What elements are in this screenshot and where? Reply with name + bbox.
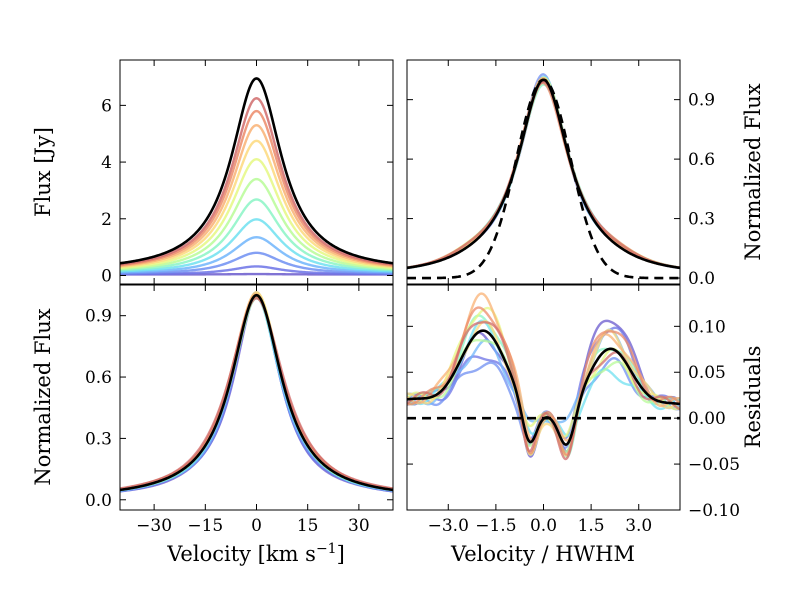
xlabel-bottom-left: Velocity [km s−1] xyxy=(166,541,345,566)
velocity-series-line-2 xyxy=(120,291,393,493)
plot-frame xyxy=(119,59,394,285)
flux-series-line-9 xyxy=(120,124,393,268)
bottom-left-xtick-label: −15 xyxy=(187,516,223,536)
panel-top-right: 0.0 0.3 0.6 0.9 xyxy=(406,59,715,289)
xlabel-bottom-left-sup: −1 xyxy=(316,541,337,557)
ylabel-top-right: Normalized Flux xyxy=(741,83,765,260)
normalized-series-line-7 xyxy=(407,76,680,270)
normalized-series-line-4 xyxy=(407,75,680,270)
flux-series-line-7 xyxy=(120,158,393,270)
residual-series-line-9 xyxy=(407,292,680,442)
normalized-series-line-0 xyxy=(407,78,680,270)
normalized-series-line-2 xyxy=(407,73,680,270)
velocity-series-line-11 xyxy=(120,297,393,490)
panel-bottom-right: −0.10 −0.05 0.00 0.05 0.10 −3.0 −1.5 0.0 1.5 3.0 xyxy=(406,284,740,536)
velocity-series-line-3 xyxy=(120,293,393,492)
panel-top-left: 0 2 4 6 xyxy=(101,59,394,286)
normalized-series-line-3 xyxy=(407,78,680,270)
normalized-series-line-5 xyxy=(407,83,680,269)
top-right-ytick-label: 0.3 xyxy=(688,210,715,230)
bottom-right-xtick-label: 3.0 xyxy=(625,516,652,536)
velocity-series-line-10 xyxy=(120,295,393,491)
flux-series-line-8 xyxy=(120,139,393,269)
normalized-series-line-10 xyxy=(407,81,680,269)
ylabel-bottom-left: Normalized Flux xyxy=(31,308,55,485)
bottom-right-ytick-label: 0.10 xyxy=(688,317,726,337)
flux-series-line-4 xyxy=(120,218,393,273)
normalized-series-line-1 xyxy=(407,81,680,269)
velocity-series-line-7 xyxy=(120,291,393,491)
plot-frame xyxy=(119,284,394,511)
top-left-ytick-label: 2 xyxy=(101,210,112,230)
normalized-mean-line xyxy=(407,78,680,270)
top-left-ytick-label: 6 xyxy=(101,96,112,116)
series-group-top-right xyxy=(407,73,680,280)
velocity-series-line-6 xyxy=(120,294,393,492)
bottom-right-ytick-label: 0.05 xyxy=(688,363,726,383)
gaussian-reference-line xyxy=(407,78,680,280)
velocity-series-line-8 xyxy=(120,290,393,491)
ylabel-top-left: Flux [Jy] xyxy=(31,127,55,217)
velocity-series-line-0 xyxy=(120,294,393,493)
velocity-series-line-1 xyxy=(120,291,393,493)
flux-series-line-3 xyxy=(120,236,393,274)
normalized-series-line-8 xyxy=(407,80,680,269)
flux-series-line-12 xyxy=(120,77,393,265)
flux-series-line-11 xyxy=(120,97,393,266)
velocity-series-line-5 xyxy=(120,296,393,492)
series-group-bottom-right xyxy=(407,292,680,461)
normalized-series-line-11 xyxy=(407,80,680,269)
top-right-ytick-label: 0.0 xyxy=(688,269,715,289)
velocity-mean-line xyxy=(120,293,393,492)
bottom-left-xtick-label: 0 xyxy=(251,516,262,536)
bottom-right-xtick-label: 1.5 xyxy=(578,516,605,536)
bottom-left-ytick-label: 0.6 xyxy=(85,368,112,388)
top-left-ytick-label: 0 xyxy=(101,266,112,286)
flux-series-line-6 xyxy=(120,177,393,271)
series-group-top-left xyxy=(120,77,393,276)
top-left-ytick-label: 4 xyxy=(101,153,112,173)
velocity-series-line-4 xyxy=(120,296,393,492)
bottom-right-xtick-label: 0.0 xyxy=(530,516,557,536)
panel-bottom-left: 0.0 0.3 0.6 0.9 −30 −15 0 15 30 xyxy=(85,284,394,536)
xlabel-bottom-right: Velocity / HWHM xyxy=(450,542,635,566)
bottom-right-xtick-label: −3.0 xyxy=(428,516,469,536)
bottom-left-ytick-label: 0.9 xyxy=(85,307,112,327)
flux-series-line-5 xyxy=(120,198,393,272)
bottom-left-ytick-label: 0.3 xyxy=(85,429,112,449)
bottom-right-ytick-label: −0.10 xyxy=(688,501,740,521)
flux-series-line-10 xyxy=(120,109,393,267)
flux-series-line-2 xyxy=(120,251,393,275)
bottom-right-ytick-label: −0.05 xyxy=(688,455,740,475)
velocity-series-line-9 xyxy=(120,292,393,491)
bottom-left-ytick-label: 0.0 xyxy=(85,491,112,511)
normalized-series-line-9 xyxy=(407,76,680,270)
flux-series-line-1 xyxy=(120,265,393,276)
top-right-ytick-label: 0.9 xyxy=(688,91,715,111)
bottom-right-xtick-label: −1.5 xyxy=(475,516,516,536)
bottom-right-ytick-label: 0.00 xyxy=(688,409,726,429)
series-group-bottom-left xyxy=(120,290,393,493)
xlabel-bottom-left-suffix: ] xyxy=(337,542,345,566)
plot-frame xyxy=(406,59,681,285)
residual-series-line-11 xyxy=(407,321,680,461)
normalized-series-line-6 xyxy=(407,78,680,270)
ylabel-bottom-right: Residuals xyxy=(741,346,765,449)
top-right-ytick-label: 0.6 xyxy=(688,150,715,170)
xlabel-bottom-left-main: Velocity [km s xyxy=(166,542,316,566)
bottom-left-xtick-label: −30 xyxy=(136,516,172,536)
bottom-left-xtick-label: 30 xyxy=(348,516,370,536)
bottom-left-xtick-label: 15 xyxy=(297,516,319,536)
